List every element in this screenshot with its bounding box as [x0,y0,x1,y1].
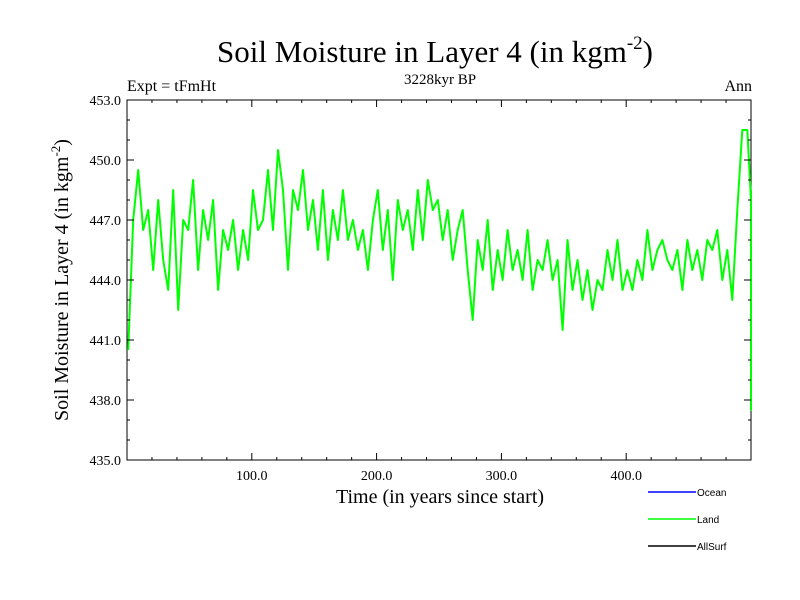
y-tick-label: 450.0 [90,154,122,169]
x-axis-ticks: 100.0 200.0 300.0 400.0 [151,100,727,484]
land-series-line [127,129,752,411]
season-label: Ann [724,78,752,95]
x-tick-label: 100.0 [236,469,268,484]
y-axis-ticks: 435.0 438.0 441.0 444.0 447.0 450.0 453.0 [90,94,751,469]
chart-title: Soil Moisture in Layer 4 (in kgm-2) [217,33,653,69]
plot-area [126,99,752,461]
x-tick-label: 200.0 [361,469,393,484]
y-tick-label: 438.0 [90,394,122,409]
legend-label-ocean: Ocean [697,488,726,499]
x-axis-label: Time (in years since start) [336,486,544,508]
y-axis-label: Soil Moisture in Layer 4 (in kgm-2) [48,139,73,421]
y-tick-label: 441.0 [90,334,122,349]
chart-subtitle: 3228kyr BP [404,72,476,88]
y-tick-label: 447.0 [90,214,122,229]
x-tick-label: 300.0 [486,469,518,484]
legend-label-allsurf: AllSurf [697,542,727,553]
legend: Ocean Land AllSurf [648,488,727,553]
y-tick-label: 435.0 [90,454,122,469]
legend-label-land: Land [697,515,719,526]
x-tick-label: 400.0 [610,469,642,484]
y-tick-label: 444.0 [90,274,122,289]
experiment-label: Expt = tFmHt [127,78,217,95]
y-tick-label: 453.0 [90,94,122,109]
